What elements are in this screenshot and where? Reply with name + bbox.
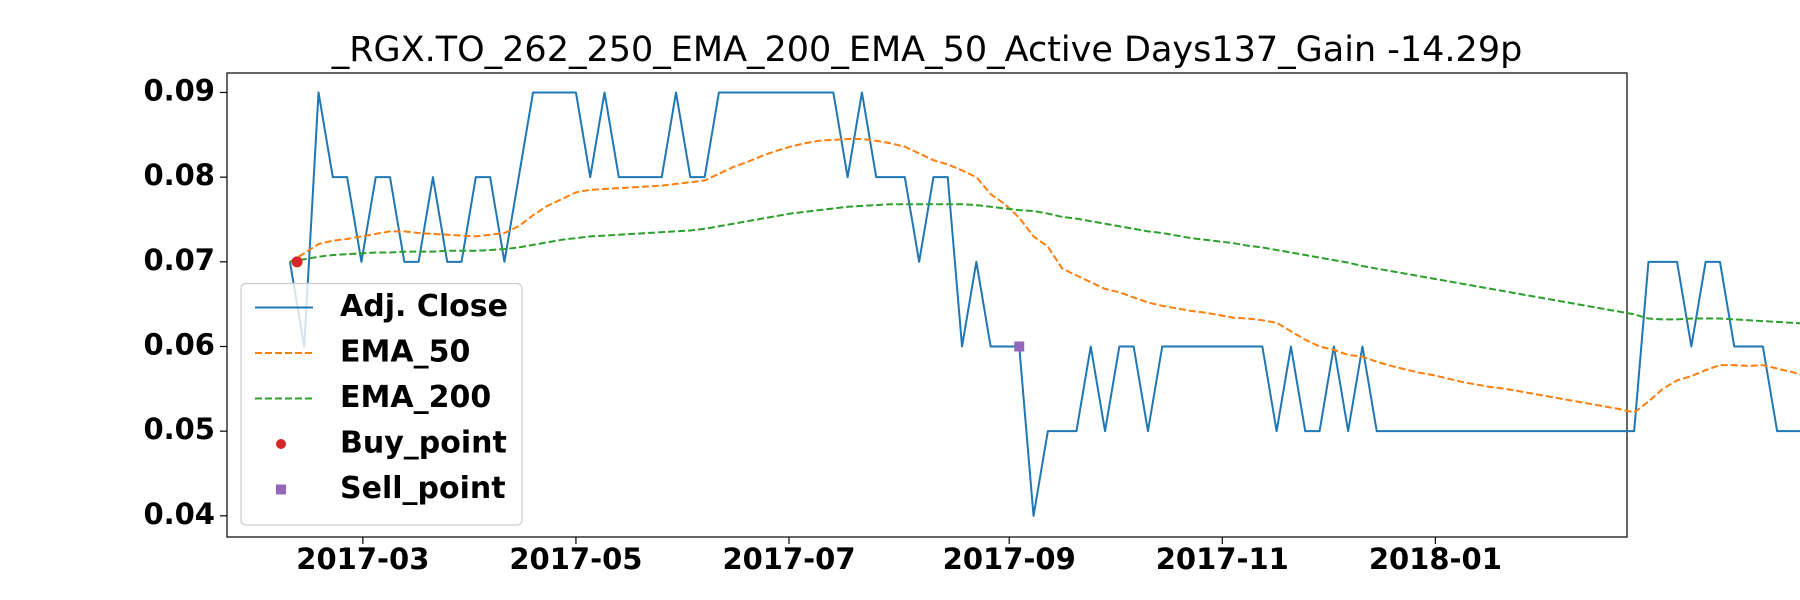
legend-label: Buy_point [340,426,507,461]
chart-title: _RGX.TO_262_250_EMA_200_EMA_50_Active Da… [331,30,1523,70]
legend-marker [276,439,286,449]
series-line [288,91,1800,517]
y-tick-label: 0.04 [143,497,215,531]
y-tick-label: 0.06 [143,327,215,361]
series-line [289,138,1800,414]
legend-label: Adj. Close [340,289,508,324]
legend-label: EMA_50 [340,335,470,370]
y-tick-label: 0.09 [143,73,215,107]
x-tick-label: 2017-11 [1156,542,1289,576]
point [1014,341,1025,352]
legend-label: Sell_point [340,471,506,506]
legend-label: EMA_200 [340,380,491,415]
y-tick-label: 0.05 [143,412,215,446]
legend-marker [276,484,286,495]
x-tick-label: 2017-03 [296,542,429,576]
x-tick-label: 2017-05 [509,542,642,576]
plot-frame [226,72,1628,538]
x-tick-label: 2017-07 [722,542,855,576]
y-tick-label: 0.07 [143,243,215,277]
x-tick-label: 2018-01 [1369,542,1502,576]
x-tick-label: 2017-09 [943,542,1076,576]
point [291,256,303,268]
y-tick-label: 0.08 [143,158,215,192]
legend-box [240,282,523,526]
